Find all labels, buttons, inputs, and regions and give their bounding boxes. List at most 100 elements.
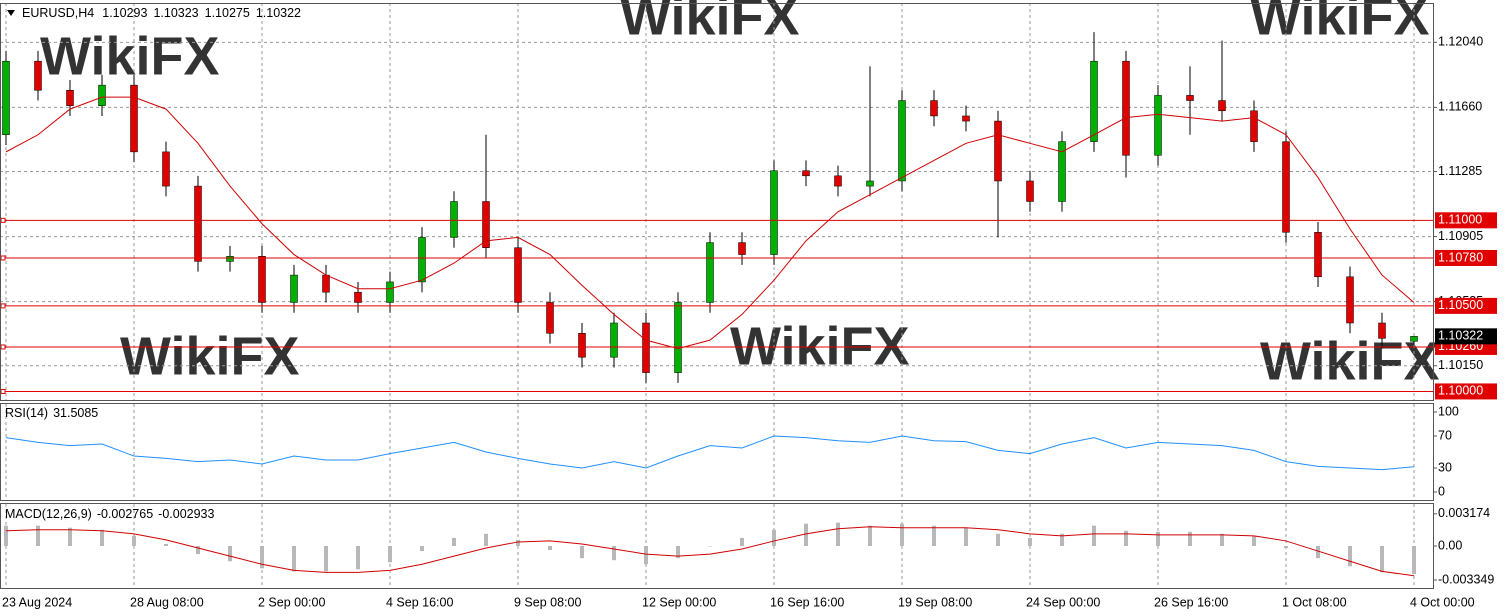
candle-body (1410, 336, 1418, 342)
macd-header: MACD(12,26,9) -0.002765 -0.002933 (5, 507, 215, 521)
x-tick-label: 16 Sep 16:00 (770, 595, 844, 609)
macd-bar (292, 546, 296, 572)
macd-bar (1092, 525, 1096, 546)
x-tick-label: 12 Sep 00:00 (642, 595, 716, 609)
candle-body (514, 247, 522, 303)
candle-body (1346, 276, 1354, 324)
rsi-value: 31.5085 (53, 406, 98, 420)
y-tick-label: 100 (1438, 404, 1459, 418)
macd-bar (388, 546, 392, 563)
price-label-box (1435, 328, 1497, 345)
candle-body (994, 120, 1002, 182)
close: 1.10322 (256, 6, 301, 20)
y-tick-label: 1.12040 (1438, 35, 1483, 49)
candle-body (1090, 60, 1098, 142)
candle-body (1058, 141, 1066, 202)
level-anchor (0, 217, 6, 223)
y-tick-label: 1.10905 (1438, 229, 1483, 243)
candle-body (1218, 100, 1226, 112)
macd-bar (1284, 546, 1288, 549)
rsi-title: RSI(14) (5, 406, 48, 420)
level-label-box (1435, 212, 1497, 229)
candle-body (162, 151, 170, 187)
macd-bar (484, 533, 488, 546)
candle-body (962, 115, 970, 122)
candle-body (642, 322, 650, 373)
level-label-box (1435, 249, 1497, 266)
macd-bar (804, 523, 808, 546)
candle-body (418, 237, 426, 283)
macd-title: MACD(12,26,9) (5, 507, 92, 521)
candle-body (1186, 95, 1194, 101)
x-tick-label: 1 Oct 08:00 (1282, 595, 1347, 609)
y-tick-label: 1.10150 (1438, 358, 1483, 372)
candle-body (34, 60, 42, 91)
menu-arrow (7, 10, 15, 16)
rsi-header: RSI(14) 31.5085 (5, 406, 98, 420)
x-tick-label: 2 Sep 00:00 (258, 595, 325, 609)
macd-bar (836, 522, 840, 546)
low: 1.10275 (205, 6, 250, 20)
candle-body (482, 201, 490, 248)
candle-body (194, 185, 202, 262)
candle-body (354, 291, 362, 303)
candle-body (898, 100, 906, 182)
macd-bar (164, 543, 168, 546)
level-anchor (0, 303, 6, 309)
macd-bar (356, 546, 360, 570)
macd-bar (132, 535, 136, 546)
macd-bar (1156, 531, 1160, 546)
watermark: WikiFX (1260, 331, 1440, 391)
macd-bar (964, 527, 968, 546)
candle-body (130, 84, 138, 153)
candle-body (674, 302, 682, 373)
macd-bar (612, 546, 616, 561)
moving-average (5, 96, 1415, 350)
candle-body (578, 333, 586, 358)
watermark: WikiFX (730, 316, 910, 376)
macd-bar (932, 525, 936, 546)
macd-bar (1188, 531, 1192, 546)
level-label-box (1435, 297, 1497, 314)
macd-bar (868, 525, 872, 546)
candle-body (770, 170, 778, 255)
candle-body (226, 256, 234, 262)
macd-value: -0.002765 (97, 507, 153, 521)
macd-bar (676, 546, 680, 559)
candle-body (258, 256, 266, 303)
macd-bar (1028, 537, 1032, 546)
level-label: 1.11000 (1438, 213, 1482, 227)
macd-bar (996, 533, 1000, 546)
rsi-panel-frame (0, 403, 1434, 501)
y-tick-label: 70 (1438, 428, 1452, 442)
macd-bar (68, 527, 72, 546)
candle-body (1122, 60, 1130, 156)
macd-bar (324, 546, 328, 572)
candle-body (1026, 180, 1034, 202)
macd-bar (772, 529, 776, 546)
x-tick-label: 23 Aug 2024 (2, 595, 72, 609)
macd-bar (4, 525, 8, 546)
level-anchor (0, 344, 6, 350)
y-tick-label: 0.003174 (1438, 506, 1490, 520)
y-tick-label: 30 (1438, 460, 1452, 474)
macd-bar (420, 546, 424, 552)
candle-body (1250, 110, 1258, 142)
candle-body (322, 274, 330, 293)
candle-body (706, 242, 714, 303)
candle-body (98, 84, 106, 106)
candle-body (834, 175, 842, 187)
x-tick-label: 24 Sep 00:00 (1026, 595, 1100, 609)
macd-bar (1412, 546, 1416, 575)
x-tick-label: 19 Sep 08:00 (898, 595, 972, 609)
level-label: 1.10500 (1438, 298, 1483, 312)
macd-bar (100, 529, 104, 546)
macd-bar (1220, 533, 1224, 546)
macd-bar (1060, 533, 1064, 546)
candle-body (2, 60, 10, 136)
x-tick-label: 4 Sep 16:00 (386, 595, 453, 609)
candle-body (66, 90, 74, 106)
macd-bar (36, 525, 40, 546)
